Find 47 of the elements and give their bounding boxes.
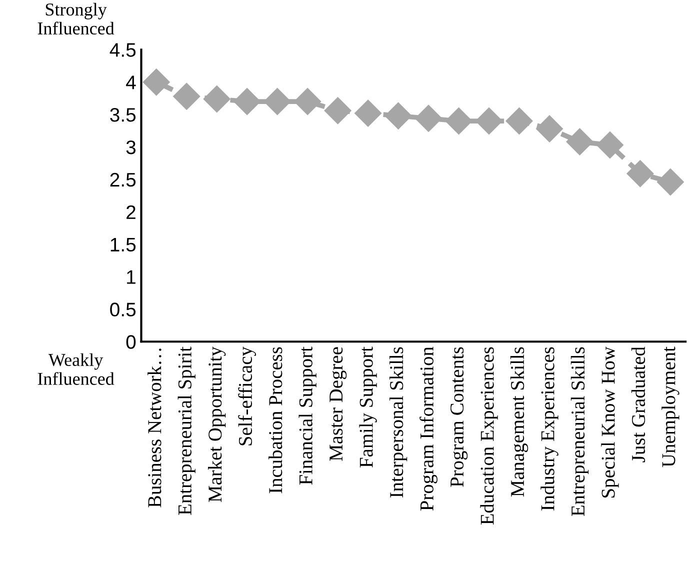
y-tick-label: 2	[126, 205, 136, 219]
x-tick-label: Family Support	[359, 346, 377, 468]
point	[596, 132, 624, 158]
point	[445, 108, 472, 134]
point	[415, 104, 442, 132]
y-tick-label: 1	[127, 270, 136, 284]
x-tick-label: Interpersonal Skills	[389, 347, 408, 498]
point	[354, 100, 382, 127]
x-tick-label: Market Opportunity	[208, 346, 226, 502]
point	[264, 88, 291, 116]
y-tick-label: 1.5	[110, 238, 136, 252]
x-tick-label: Entrepreneurial Spirit	[178, 346, 196, 515]
x-tick-label: Education Experiences	[480, 347, 498, 525]
point	[384, 102, 412, 130]
point	[656, 168, 684, 196]
x-tick-label: Program Contents	[450, 347, 468, 487]
x-tick-label: Entrepreneurial Skills	[570, 347, 589, 516]
x-tick-label: Financial Support	[298, 346, 316, 485]
y-tick-label: 0	[126, 335, 136, 349]
point	[203, 85, 230, 112]
x-tick-label: Special Know How	[601, 346, 619, 498]
x-tick-label: Management Skills	[510, 347, 528, 497]
x-tick-label: Self-efficacy	[238, 346, 256, 446]
y-tick-label: 0.5	[110, 302, 136, 316]
point	[142, 68, 170, 96]
y-tick-label: 2.5	[110, 172, 136, 187]
point	[536, 115, 563, 142]
x-tick-label: Master Degree	[330, 347, 347, 461]
point	[566, 128, 594, 156]
y-tick-label: 3	[126, 140, 136, 154]
point	[294, 88, 322, 116]
text: Strongly Influenced	[38, 2, 114, 35]
y-tick-label: 4	[126, 76, 136, 90]
y-tick-label: 3.5	[110, 108, 136, 122]
x-tick-label: Just Graduated	[631, 346, 646, 462]
point	[173, 82, 200, 110]
x-tick-label: Incubation Process	[268, 347, 282, 494]
y-tick-label: 4.5	[110, 43, 136, 57]
point	[476, 108, 502, 134]
x-tick-label: Program Information	[420, 346, 438, 511]
point	[626, 160, 654, 188]
x-tick-label: Business Network…	[148, 348, 162, 508]
x-tick-label: Unemployment	[662, 346, 680, 468]
x-tick-label: Industry Experiences	[540, 347, 558, 510]
point	[506, 108, 533, 134]
point	[324, 97, 352, 124]
text: Weakly Influenced	[38, 353, 114, 385]
